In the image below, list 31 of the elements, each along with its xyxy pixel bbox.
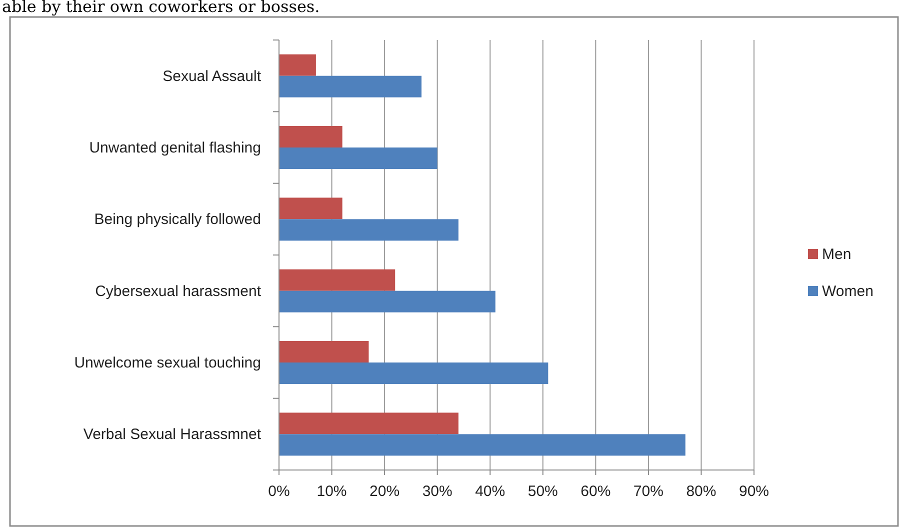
- y-tick-label: Unwelcome sexual touching: [74, 354, 261, 372]
- y-tick-label: Unwanted genital flashing: [89, 140, 261, 156]
- bar: [279, 341, 369, 362]
- bar: [279, 76, 422, 98]
- bar: [279, 198, 342, 220]
- legend-label: Women: [822, 283, 874, 300]
- x-tick-label: 90%: [738, 483, 770, 500]
- bar: [279, 54, 316, 76]
- bar: [279, 269, 396, 291]
- x-tick-label: 30%: [422, 483, 452, 500]
- x-tick-label: 0%: [268, 483, 290, 500]
- y-tick-label: Sexual Assault: [162, 68, 262, 85]
- x-tick-label: 80%: [686, 483, 716, 500]
- y-tick-label: Verbal Sexual Harassmnet: [83, 426, 262, 444]
- x-tick-label: 40%: [475, 483, 506, 500]
- x-tick-label: 50%: [528, 483, 558, 500]
- bar: [279, 290, 496, 312]
- x-tick-label: 60%: [580, 483, 611, 500]
- x-tick-label: 10%: [316, 483, 347, 500]
- bar: [279, 412, 458, 434]
- bar: [279, 126, 342, 148]
- bar: [279, 362, 548, 384]
- bar: [279, 219, 458, 241]
- x-tick-label: 70%: [633, 483, 664, 500]
- y-tick-label: Cybersexual harassment: [95, 282, 262, 300]
- bar: [279, 434, 686, 456]
- x-tick-label: 20%: [370, 483, 400, 500]
- y-tick-label: Being physically followed: [94, 211, 261, 228]
- text: able by their own coworkers or bosses.: [2, 0, 320, 16]
- bar: [279, 148, 438, 169]
- legend-label: Men: [822, 246, 852, 263]
